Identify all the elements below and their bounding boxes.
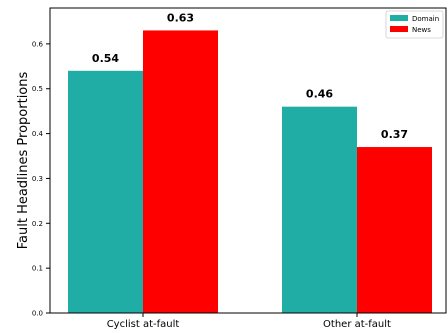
legend-swatch-domain: [390, 15, 408, 21]
plot-frame: [49, 7, 447, 314]
y-tick-label: 0.2: [32, 220, 43, 228]
y-axis-title: Fault Headlines Proportions: [16, 72, 31, 250]
value-label-domain-1: 0.46: [306, 88, 333, 101]
value-label-news-0: 0.63: [167, 11, 194, 24]
legend-label-news: News: [412, 26, 431, 34]
y-tick-label: 0.3: [32, 175, 43, 183]
bar-news-0: [143, 30, 218, 313]
value-label-news-1: 0.37: [381, 128, 408, 141]
y-tick-label: 0.0: [32, 310, 43, 318]
y-tick-label: 0.1: [32, 265, 43, 273]
value-label-domain-0: 0.54: [92, 52, 119, 65]
y-axis-ticks: 0.0 0.1 0.2 0.3 0.4 0.5 0.6: [32, 40, 50, 318]
x-tick-label: Cyclist at-fault: [107, 319, 180, 330]
value-labels-group: 0.54 0.46 0.63 0.37: [92, 11, 408, 141]
y-tick-label: 0.4: [32, 130, 44, 138]
bar-domain-0: [68, 70, 143, 313]
legend-swatch-news: [390, 26, 408, 32]
bar-domain-1: [282, 106, 357, 313]
y-tick-label: 0.5: [32, 85, 43, 93]
x-axis-ticks: Cyclist at-fault Other at-fault: [107, 313, 391, 330]
bar-news-1: [357, 147, 432, 313]
legend-label-domain: Domain: [412, 15, 439, 23]
legend: Domain News: [385, 10, 444, 39]
x-tick-label: Other at-fault: [323, 319, 391, 330]
bars-group: [68, 30, 432, 313]
y-tick-label: 0.6: [32, 40, 44, 48]
